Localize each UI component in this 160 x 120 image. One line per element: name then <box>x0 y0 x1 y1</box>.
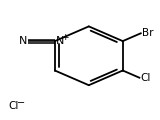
Text: N: N <box>56 36 64 46</box>
Text: Cl: Cl <box>140 73 151 83</box>
Text: −: − <box>17 98 25 108</box>
Text: Cl: Cl <box>9 101 19 111</box>
Text: N: N <box>18 36 27 46</box>
Text: Br: Br <box>142 28 153 38</box>
Text: +: + <box>61 33 69 42</box>
